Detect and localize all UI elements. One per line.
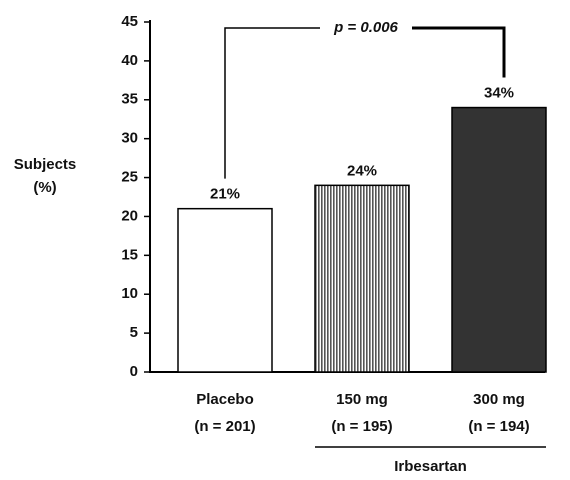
y-tick-label: 5 — [130, 324, 138, 341]
y-axis-label: Subjects — [14, 156, 77, 173]
y-tick-label: 45 — [121, 13, 138, 30]
x-tick-note: (n = 194) — [468, 418, 529, 435]
data-label: 24% — [347, 162, 377, 179]
y-tick-label: 10 — [121, 285, 138, 302]
y-tick-label: 20 — [121, 207, 138, 224]
y-tick-label: 35 — [121, 91, 138, 108]
y-tick-label: 25 — [121, 169, 138, 186]
y-tick-label: 40 — [121, 52, 138, 69]
x-tick-label: Placebo — [196, 391, 254, 408]
group-label: Irbesartan — [394, 458, 467, 475]
x-tick-note: (n = 201) — [194, 418, 255, 435]
bracket-left — [224, 27, 320, 179]
y-tick-label: 0 — [130, 363, 138, 380]
x-tick-label: 150 mg — [336, 391, 388, 408]
data-label: 34% — [484, 85, 514, 102]
data-label: 21% — [210, 186, 240, 203]
x-tick-note: (n = 195) — [331, 418, 392, 435]
bar — [451, 106, 547, 373]
bar — [314, 184, 410, 373]
bracket-right — [412, 26, 506, 78]
annotation: p = 0.006 — [333, 19, 398, 36]
y-tick-label: 30 — [121, 130, 138, 147]
y-axis-label: (%) — [33, 179, 56, 196]
y-tick-label: 15 — [121, 246, 138, 263]
x-tick-label: 300 mg — [473, 391, 525, 408]
bar — [177, 207, 273, 373]
